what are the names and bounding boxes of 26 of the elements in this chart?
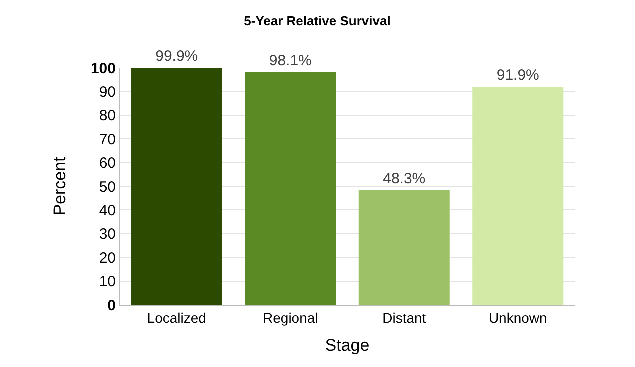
data-label: 48.3% bbox=[383, 170, 426, 188]
y-tick-label: 90 bbox=[99, 84, 116, 101]
y-tick-label: 100 bbox=[90, 60, 116, 78]
data-label: 98.1% bbox=[269, 52, 312, 70]
y-tick-label: 30 bbox=[99, 226, 116, 244]
y-tick-label: 80 bbox=[99, 108, 116, 125]
y-tick-label: 0 bbox=[108, 297, 116, 314]
y-tick-label: 40 bbox=[99, 202, 116, 220]
bar bbox=[245, 72, 336, 305]
data-label: 91.9% bbox=[496, 67, 540, 84]
bar bbox=[358, 190, 450, 305]
bar bbox=[472, 87, 564, 305]
bar bbox=[131, 68, 222, 305]
y-axis-title: Percent bbox=[50, 156, 70, 216]
x-tick-label: Regional bbox=[262, 310, 318, 326]
x-tick-label: Distant bbox=[382, 310, 426, 326]
y-tick-label: 10 bbox=[99, 274, 116, 291]
chart-title: 5-Year Relative Survival bbox=[244, 14, 391, 29]
y-tick-label: 50 bbox=[99, 178, 116, 196]
y-tick-label: 20 bbox=[99, 250, 116, 267]
y-tick-label: 60 bbox=[99, 155, 116, 172]
x-tick-label: Unknown bbox=[488, 310, 548, 326]
x-tick-label: Localized bbox=[147, 310, 206, 326]
x-axis-title: Stage bbox=[325, 336, 370, 356]
y-tick-label: 70 bbox=[99, 131, 116, 148]
data-label: 99.9% bbox=[156, 48, 198, 66]
